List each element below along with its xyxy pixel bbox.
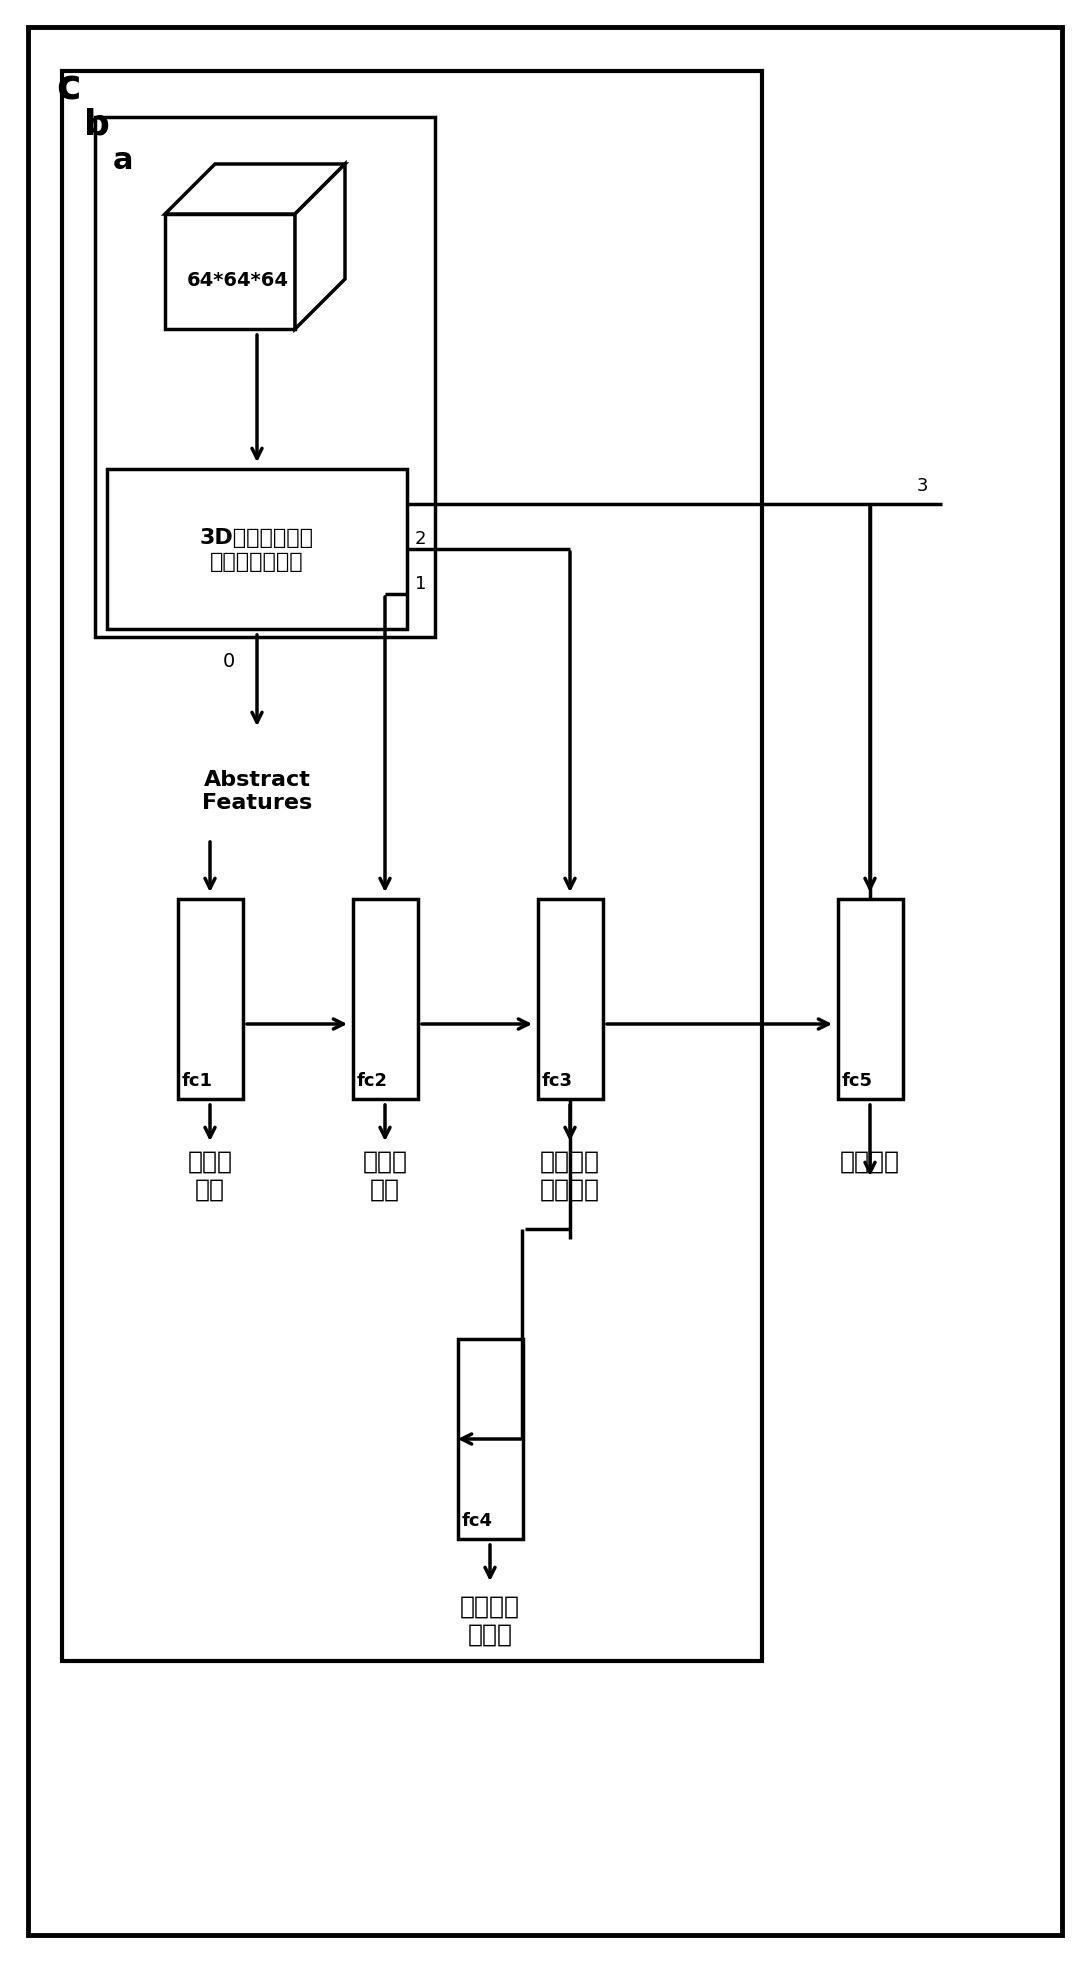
Text: fc4: fc4 xyxy=(462,1510,493,1530)
Text: Abstract
Features: Abstract Features xyxy=(202,770,312,813)
Text: fc2: fc2 xyxy=(358,1072,388,1090)
Text: fc5: fc5 xyxy=(841,1072,873,1090)
Text: c: c xyxy=(56,67,81,108)
Text: 64*64*64: 64*64*64 xyxy=(187,271,289,289)
Text: a: a xyxy=(113,145,133,175)
Bar xyxy=(838,900,903,1100)
Bar xyxy=(178,900,243,1100)
Text: 什么位置
的冠脉: 什么位置 的冠脉 xyxy=(460,1595,520,1646)
Text: 2: 2 xyxy=(415,530,426,548)
Bar xyxy=(95,118,435,638)
Text: 是否是
心脏: 是否是 心脏 xyxy=(187,1149,232,1202)
Bar xyxy=(458,1339,523,1540)
Text: 3: 3 xyxy=(917,477,929,495)
Text: b: b xyxy=(84,106,110,141)
Bar xyxy=(353,900,417,1100)
Text: 冠脉中是
否有钒化: 冠脉中是 否有钒化 xyxy=(540,1149,600,1202)
Text: fc3: fc3 xyxy=(542,1072,573,1090)
Bar xyxy=(165,214,295,330)
Text: 3D卷积神经网络
全连接之前部分: 3D卷积神经网络 全连接之前部分 xyxy=(199,528,314,572)
Bar xyxy=(62,73,762,1662)
Text: 是否有
冠脉: 是否有 冠脉 xyxy=(363,1149,408,1202)
Bar xyxy=(107,469,407,630)
Text: 钒化比例: 钒化比例 xyxy=(840,1149,900,1173)
Polygon shape xyxy=(295,165,346,330)
Text: 1: 1 xyxy=(415,575,426,593)
Text: 0: 0 xyxy=(222,652,235,670)
Bar xyxy=(538,900,603,1100)
Polygon shape xyxy=(165,165,346,214)
Text: fc1: fc1 xyxy=(182,1072,213,1090)
